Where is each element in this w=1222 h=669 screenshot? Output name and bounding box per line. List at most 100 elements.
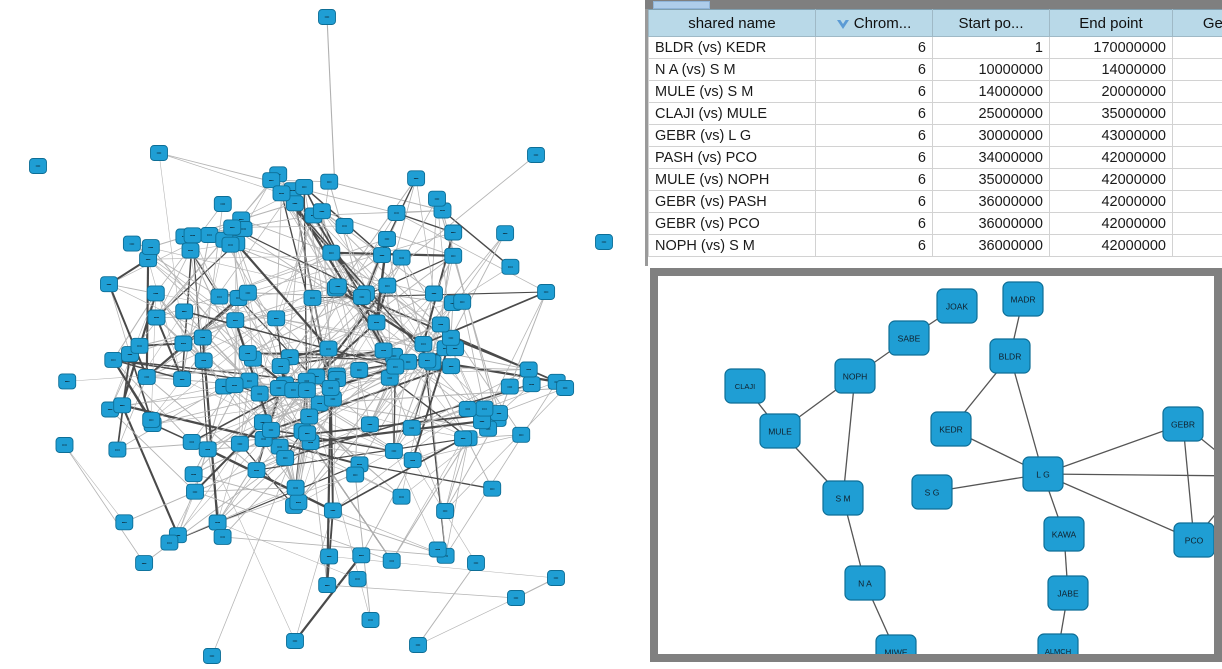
main-network-node[interactable] <box>108 441 127 458</box>
main-network-node[interactable] <box>141 239 160 256</box>
main-network-node[interactable] <box>319 340 338 357</box>
main-network-node[interactable] <box>135 555 154 572</box>
sub-network-node[interactable]: MADR <box>1002 281 1044 317</box>
main-network-node[interactable] <box>173 371 192 388</box>
sub-network-node[interactable]: NOPH <box>834 358 876 394</box>
main-network-node[interactable] <box>174 335 193 352</box>
table-row[interactable]: BLDR (vs) KEDR61170000000192.0 <box>648 36 1222 59</box>
main-network-node[interactable] <box>223 219 242 236</box>
main-network-node[interactable] <box>352 289 371 305</box>
main-network-node[interactable] <box>350 362 369 378</box>
main-network-node[interactable] <box>262 421 280 438</box>
main-network-node[interactable] <box>556 380 575 396</box>
main-network-node[interactable] <box>262 172 281 189</box>
main-network-node[interactable] <box>425 285 443 302</box>
table-row[interactable]: MULE (vs) S M614000000200000007.5 <box>648 80 1222 103</box>
main-network-node[interactable] <box>378 277 397 294</box>
main-network-node[interactable] <box>272 185 291 202</box>
main-network-node[interactable] <box>184 466 203 483</box>
main-network-node[interactable] <box>160 534 179 551</box>
main-network-node[interactable] <box>442 358 461 375</box>
main-network-node[interactable] <box>321 379 340 396</box>
main-network-node[interactable] <box>285 195 304 212</box>
sub-network-node[interactable]: L G <box>1022 456 1064 492</box>
main-network-node[interactable] <box>203 648 221 664</box>
sub-network-node[interactable]: S M <box>822 480 864 516</box>
main-network-node[interactable] <box>428 190 446 207</box>
sub-network-node[interactable]: JABE <box>1047 575 1089 611</box>
main-network-node[interactable] <box>198 441 217 458</box>
main-network-node[interactable] <box>318 577 337 594</box>
table-row[interactable]: NOPH (vs) S M636000000420000009.9 <box>648 234 1222 257</box>
main-network-node[interactable] <box>146 285 165 302</box>
column-header-end-point[interactable]: End point <box>1049 9 1173 37</box>
main-network-node[interactable] <box>250 385 269 402</box>
main-network-node[interactable] <box>387 205 406 221</box>
main-network-node[interactable] <box>230 435 249 452</box>
main-network-canvas[interactable]: •••• •••• •••• •••• •••• •••• •••• •••• •••• ••••… <box>0 0 648 669</box>
sub-network-node[interactable]: JOAK <box>936 288 978 324</box>
sub-network-node[interactable]: MIWE <box>875 634 917 654</box>
main-network-node[interactable] <box>271 358 290 375</box>
sub-network-node[interactable]: BLDR <box>989 338 1031 374</box>
main-network-node[interactable] <box>181 242 200 259</box>
main-network-node[interactable] <box>115 514 134 531</box>
main-network-node[interactable] <box>407 170 426 187</box>
main-network-node[interactable] <box>298 425 317 442</box>
main-network-node[interactable] <box>286 633 304 649</box>
main-network-node[interactable] <box>418 352 437 369</box>
sub-network-node[interactable]: PCO <box>1173 522 1214 558</box>
table-row[interactable]: N A (vs) S M610000000140000006.6 <box>648 58 1222 81</box>
table-row[interactable]: GEBR (vs) L G6300000004300000016.9 <box>648 124 1222 147</box>
main-network-node[interactable] <box>247 462 266 479</box>
main-network-node[interactable] <box>382 552 401 569</box>
main-network-node[interactable] <box>501 258 520 275</box>
main-network-node[interactable] <box>454 430 473 447</box>
table-row[interactable]: GEBR (vs) PASH636000000420000008.9 <box>648 190 1222 213</box>
main-network-node[interactable] <box>335 218 354 234</box>
main-network-node[interactable] <box>182 433 201 450</box>
main-network-node[interactable] <box>210 288 229 305</box>
main-network-node[interactable] <box>384 443 403 459</box>
results-table-panel[interactable]: shared name Chrom... Start po... End poi… <box>645 9 1222 266</box>
main-network-node[interactable] <box>58 373 77 390</box>
column-header-shared-name[interactable]: shared name <box>648 9 816 37</box>
main-network-node[interactable] <box>55 437 74 453</box>
main-network-node[interactable] <box>130 337 149 354</box>
main-network-node[interactable] <box>453 293 472 310</box>
main-network-node[interactable] <box>595 234 613 250</box>
main-network-node[interactable] <box>458 401 477 417</box>
main-network-node[interactable] <box>444 247 463 264</box>
main-network-node[interactable] <box>194 352 213 369</box>
main-network-node[interactable] <box>320 173 339 190</box>
main-network-node[interactable] <box>221 236 240 253</box>
main-network-node[interactable] <box>312 203 331 220</box>
main-network-node[interactable] <box>414 335 433 352</box>
sub-network-edge[interactable] <box>1042 473 1195 541</box>
main-network-node[interactable] <box>500 378 519 395</box>
main-network-node[interactable] <box>297 382 316 399</box>
main-network-node[interactable] <box>113 397 132 414</box>
main-network-node[interactable] <box>286 479 305 496</box>
main-network-node[interactable] <box>392 249 411 266</box>
main-network-node[interactable] <box>402 419 421 436</box>
main-network-node[interactable] <box>300 408 319 425</box>
main-network-node[interactable] <box>186 483 204 500</box>
main-network-node[interactable] <box>323 502 342 519</box>
table-row[interactable]: GEBR (vs) PCO636000000420000008.4 <box>648 212 1222 235</box>
sub-network-edge[interactable] <box>1042 473 1214 477</box>
sub-network-node[interactable]: S G <box>911 474 953 510</box>
main-network-node[interactable] <box>361 612 380 628</box>
main-network-node[interactable] <box>374 342 393 359</box>
main-network-node[interactable] <box>175 303 194 320</box>
main-network-node[interactable] <box>100 276 118 293</box>
main-network-node[interactable] <box>360 416 379 433</box>
sub-network-node[interactable]: SABE <box>888 320 930 356</box>
main-network-node[interactable] <box>367 314 386 331</box>
tab-active-indicator[interactable] <box>653 1 710 9</box>
sub-network-node[interactable]: KAWA <box>1043 516 1085 552</box>
main-network-node[interactable] <box>142 411 161 428</box>
main-network-node[interactable] <box>193 329 212 346</box>
main-network-node[interactable] <box>348 570 367 587</box>
main-network-node[interactable] <box>512 426 531 443</box>
